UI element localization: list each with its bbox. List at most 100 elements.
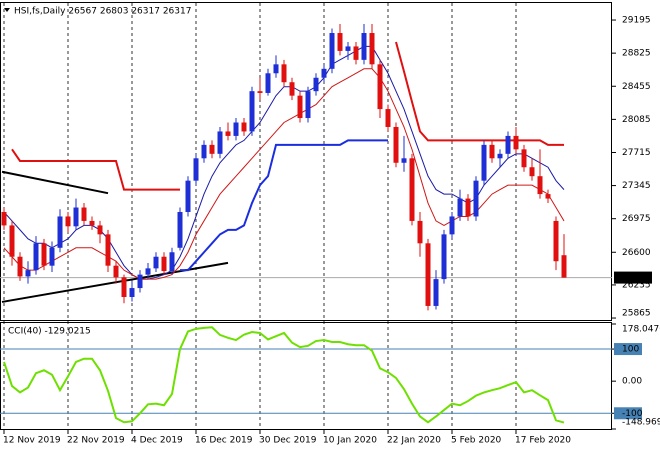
candle-body: [353, 46, 359, 60]
candle-body: [33, 243, 39, 271]
candle-body: [25, 270, 31, 277]
candle-body: [529, 167, 535, 177]
candle-body: [113, 265, 119, 278]
candle-body: [1, 211, 7, 226]
panel-menu-icon: [4, 8, 10, 12]
candle-body: [497, 153, 503, 159]
y-tick-label: 26975: [622, 214, 651, 224]
candle-body: [457, 198, 463, 217]
candle-body: [305, 91, 311, 119]
candle-body: [257, 91, 263, 93]
candle-body: [449, 216, 455, 235]
y-tick-label: 27715: [622, 148, 651, 158]
candle-body: [385, 109, 391, 127]
candle-body: [513, 135, 519, 150]
x-tick-label: 5 Feb 2020: [451, 436, 502, 446]
trendline: [1, 170, 109, 195]
candle-body: [145, 268, 151, 275]
candle-body: [17, 256, 23, 277]
main-panel: [0, 2, 612, 321]
candle-body: [441, 234, 447, 280]
candle-body: [73, 207, 79, 227]
candle-body: [161, 256, 167, 272]
candle-body: [217, 131, 223, 154]
candle-body: [417, 220, 423, 244]
x-tick-label: 4 Dec 2019: [131, 436, 183, 446]
candle-body: [537, 176, 543, 195]
candle-body: [297, 95, 303, 119]
x-tick-label: 22 Jan 2020: [387, 436, 441, 446]
candle-body: [521, 149, 527, 168]
candle-body: [281, 64, 287, 83]
candle-body: [225, 131, 231, 136]
candle-body: [105, 234, 111, 266]
indicator-line: [3, 68, 565, 280]
candle-body: [273, 64, 279, 74]
candle-body: [329, 33, 335, 69]
y-tick-label: -148.969: [622, 418, 660, 428]
level-label-box: [614, 343, 642, 356]
candle-body: [489, 144, 495, 159]
x-tick-label: 12 Nov 2019: [3, 436, 61, 446]
x-tick-label: 10 Jan 2020: [323, 436, 377, 446]
candle-body: [153, 256, 159, 269]
candle-body: [81, 207, 87, 221]
candle-body: [201, 144, 207, 159]
candle-body: [97, 225, 103, 235]
indicator-line: [395, 41, 564, 146]
candle-body: [41, 243, 47, 266]
candle-body: [129, 288, 135, 298]
last-price-box: [614, 271, 652, 284]
y-tick-label: 100: [622, 345, 639, 355]
y-tick-label: 0.00: [622, 377, 642, 387]
cci-line: [3, 326, 565, 424]
candle-body: [377, 64, 383, 110]
candle-body: [345, 46, 351, 51]
indicator-line: [180, 139, 388, 272]
candle-body: [321, 68, 327, 78]
candle-body: [121, 277, 127, 298]
level-label-box: [614, 407, 642, 420]
candle-body: [313, 77, 319, 92]
x-tick-label: 16 Dec 2019: [195, 436, 253, 446]
candle-body: [193, 158, 199, 181]
candle-body: [233, 122, 239, 136]
cci-panel: [0, 322, 612, 430]
candle-body: [425, 243, 431, 306]
candle-body: [9, 225, 15, 257]
candle-body: [241, 122, 247, 132]
y-tick-label: 29195: [622, 16, 651, 26]
candle-body: [481, 144, 487, 181]
candle-body: [265, 73, 271, 93]
y-tick-label: 27345: [622, 181, 651, 191]
y-tick-label: -100: [622, 409, 643, 419]
y-tick-label: 28085: [622, 115, 651, 125]
y-tick-label: 25865: [622, 309, 651, 319]
candle-body: [57, 216, 63, 248]
chart-title: HSI,fs,Daily 26567 26803 26317 26317: [14, 7, 191, 17]
trendline: [1, 261, 229, 303]
x-tick-label: 30 Dec 2019: [259, 436, 317, 446]
candle-body: [89, 220, 95, 226]
candle-body: [185, 180, 191, 212]
cci-title: CCI(40) -129.0215: [8, 327, 91, 337]
last-price-label: 26317: [620, 273, 649, 283]
x-tick-label: 17 Feb 2020: [515, 436, 571, 446]
y-tick-label: 28455: [622, 82, 651, 92]
candle-body: [249, 91, 255, 132]
candle-body: [553, 220, 559, 262]
candle-body: [65, 216, 71, 227]
candle-body: [433, 279, 439, 306]
candle-body: [393, 126, 399, 163]
candle-body: [289, 82, 295, 96]
candle-body: [169, 252, 175, 272]
candle-body: [137, 274, 143, 289]
candle-body: [209, 144, 215, 154]
indicator-line: [11, 148, 180, 191]
y-tick-label: 28825: [622, 49, 651, 59]
candle-body: [401, 158, 407, 163]
y-tick-label: 26600: [622, 248, 651, 258]
